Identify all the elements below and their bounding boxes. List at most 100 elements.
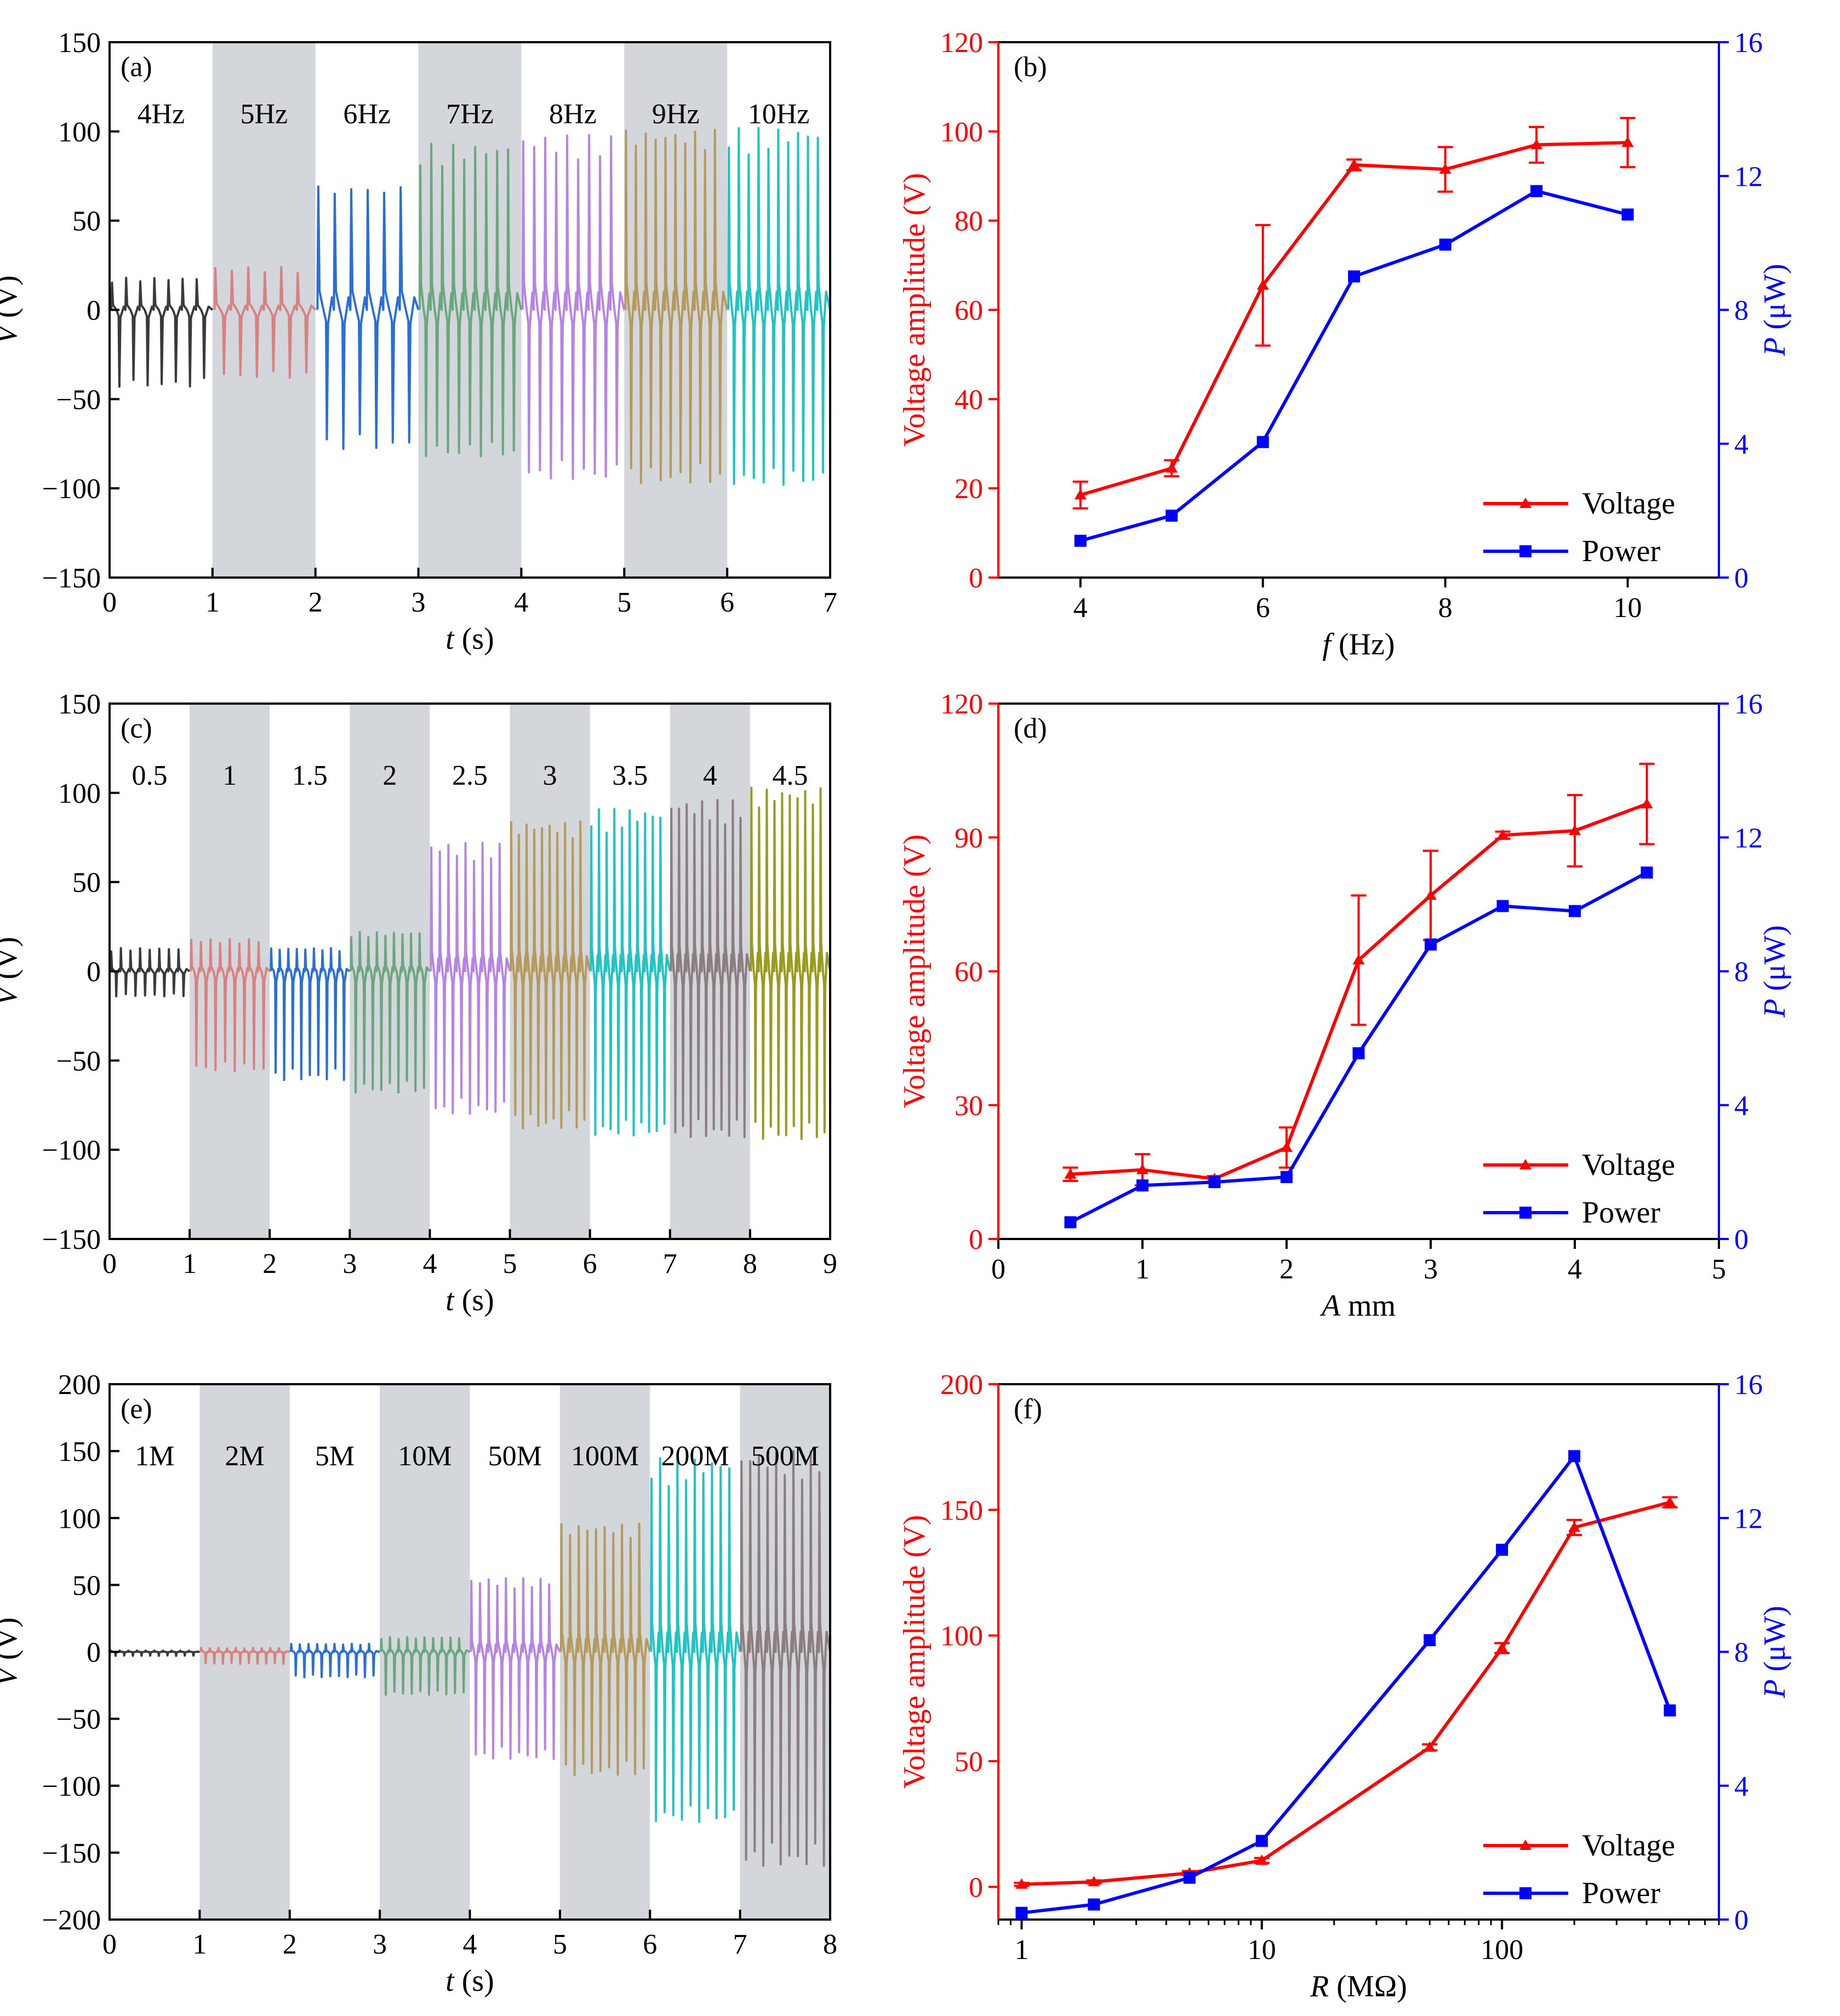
waveform-2p5 [430, 842, 511, 1115]
waveform-3 [510, 820, 591, 1130]
left-axis-label: Voltage amplitude (V) [898, 173, 932, 447]
waveform-10Hz [727, 127, 831, 486]
panel-label: (a) [121, 52, 152, 83]
x-tick-label: 2 [308, 587, 323, 618]
y-tick-label: 100 [58, 778, 101, 809]
x-axis-label: R (MΩ) [1310, 1969, 1407, 2003]
y-axis-label-var: V [0, 984, 24, 1006]
x-tick-label: 10 [1614, 592, 1642, 624]
legend-voltage-marker [1519, 1840, 1532, 1850]
x-tick-label: 4 [1568, 1254, 1582, 1285]
left-tick-label: 120 [940, 27, 983, 59]
left-tick-label: 40 [955, 384, 983, 415]
x-tick-label: 8 [823, 1929, 837, 1960]
x-tick-label: 1 [1135, 1254, 1150, 1285]
x-axis-label: f (Hz) [1322, 627, 1395, 661]
y-axis-label: V (V) [0, 1618, 24, 1687]
right-tick-label: 8 [1734, 1637, 1748, 1669]
waveform-7Hz [419, 142, 523, 458]
legend-power-label: Power [1582, 534, 1660, 568]
x-axis-label-var: t [445, 1964, 455, 1998]
segment-label: 7Hz [446, 99, 494, 130]
left-tick-label: 150 [940, 1495, 983, 1526]
legend-voltage-marker [1519, 1159, 1532, 1169]
y-tick-label: −50 [56, 1046, 101, 1077]
y-tick-label: 100 [58, 117, 101, 148]
panel-label: (d) [1014, 713, 1047, 744]
right-axis-label-unit: (μW) [1758, 264, 1792, 337]
left-tick-label: 50 [955, 1746, 983, 1778]
segment-label: 1M [135, 1441, 174, 1472]
voltage-point [1569, 825, 1581, 836]
legend-power-marker [1519, 1207, 1532, 1219]
x-axis-label: A mm [1319, 1289, 1396, 1323]
segment-label: 0.5 [132, 760, 168, 791]
y-axis-label: V (V) [0, 937, 24, 1006]
right-tick-label: 12 [1734, 161, 1763, 192]
segment-label: 5Hz [240, 99, 288, 130]
voltage-point [1165, 462, 1178, 473]
x-axis-label-var: R [1310, 1969, 1329, 2003]
right-tick-label: 12 [1734, 1503, 1763, 1534]
right-axis-label-var: P [1758, 998, 1792, 1018]
x-axis-label-unit: (s) [454, 1964, 494, 1998]
waveform-100M [559, 1522, 652, 1777]
y-tick-label: 150 [58, 27, 101, 59]
voltage-point [1281, 1141, 1293, 1152]
x-tick-label: 2 [262, 1248, 277, 1280]
segment-label: 200M [661, 1441, 729, 1472]
voltage-point [1064, 1168, 1077, 1179]
y-tick-label: −150 [42, 1224, 101, 1255]
x-axis-label-unit: mm [1340, 1289, 1396, 1323]
waveform-1p5 [270, 947, 351, 1081]
y-tick-label: 150 [58, 689, 101, 720]
power-point [1439, 238, 1452, 251]
left-tick-label: 200 [940, 1369, 983, 1401]
y-tick-label: −50 [56, 384, 101, 415]
segment-label: 6Hz [343, 99, 391, 130]
x-axis-label-var: t [445, 622, 455, 656]
power-point [1664, 1704, 1676, 1717]
voltage-point [1439, 163, 1452, 174]
right-axis-label-var: P [1758, 337, 1792, 356]
voltage-point [1088, 1876, 1100, 1887]
left-tick-label: 100 [940, 1621, 983, 1652]
power-point [1568, 1450, 1581, 1463]
left-tick-label: 90 [955, 823, 983, 854]
panel-a-voltage-vs-time-frequency: 0 1 2 3 4 5 6 7 −150 −100 −50 0 50 100 150 4Hz 5Hz 6Hz 7Hz… [0, 27, 837, 656]
legend-voltage-label: Voltage [1582, 487, 1675, 521]
left-tick-label: 30 [955, 1090, 983, 1122]
x-tick-label: 9 [823, 1248, 837, 1280]
right-axis-label-unit: (μW) [1758, 1606, 1792, 1679]
segment-label: 1.5 [292, 760, 328, 791]
segment-label: 10Hz [748, 99, 810, 130]
voltage-series-line [1021, 1500, 1671, 1886]
x-tick-label: 1 [1014, 1934, 1028, 1966]
legend-power-marker [1519, 545, 1532, 557]
panel-label: (f) [1014, 1394, 1042, 1425]
voltage-point [1424, 1741, 1436, 1752]
x-tick-label: 100 [1481, 1934, 1523, 1966]
right-tick-label: 0 [1734, 1905, 1748, 1936]
waveform-4p5 [750, 786, 831, 1140]
x-tick-label: 6 [720, 587, 734, 618]
segment-label: 9Hz [652, 99, 700, 130]
panel-d-amplitude-power-vs-displacement: 0 1 2 3 4 503060901200481216VoltagePower(d)A … [898, 689, 1792, 1323]
legend-voltage-label: Voltage [1582, 1829, 1675, 1863]
waveform-2 [350, 930, 431, 1094]
right-axis-label: P (μW) [1758, 1606, 1792, 1698]
segment-label: 3 [543, 760, 557, 791]
x-tick-label: 4 [1073, 592, 1088, 624]
y-tick-label: 200 [58, 1369, 101, 1401]
power-point [1281, 1171, 1293, 1184]
left-tick-label: 100 [940, 117, 983, 148]
right-axis-label: P (μW) [1758, 264, 1792, 356]
y-tick-label: −100 [42, 473, 101, 505]
power-point [1425, 938, 1437, 951]
waveform-3p5 [590, 808, 671, 1137]
power-point [1621, 208, 1634, 221]
power-point [1064, 1216, 1077, 1229]
x-tick-label: 1 [182, 1248, 197, 1280]
x-tick-label: 3 [342, 1248, 357, 1280]
segment-label: 4Hz [138, 99, 185, 130]
